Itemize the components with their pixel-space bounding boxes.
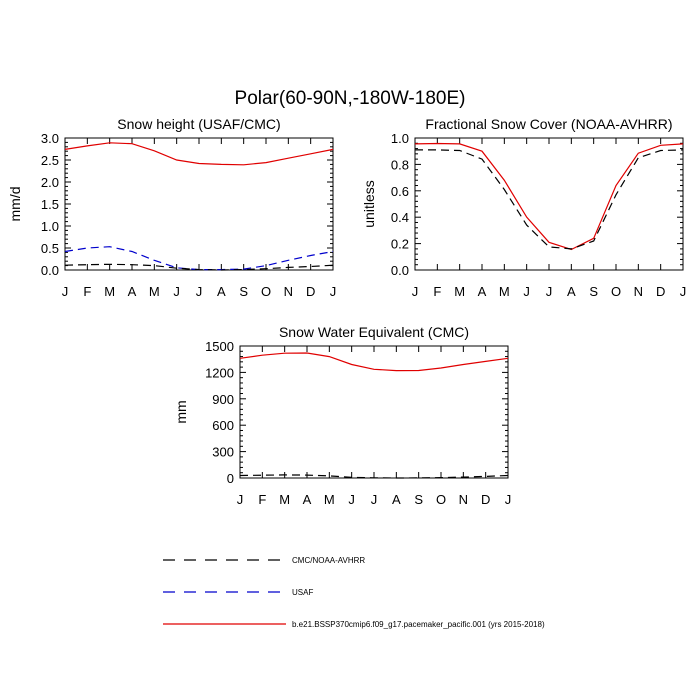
panel1-series-cmc-line: [64, 263, 334, 271]
panel1-ytick-label: 2.5: [41, 153, 59, 168]
panel2-xtick-label: J: [546, 284, 553, 299]
panel2-xtick-label: N: [634, 284, 643, 299]
panel1-ytick-label: 1.5: [41, 197, 59, 212]
panel3-ylabel: mm: [173, 400, 189, 423]
panel1-xtick-label: J: [196, 284, 203, 299]
panel2-ytick-label: 0.6: [391, 184, 409, 199]
panel2-xtick-label: A: [567, 284, 576, 299]
panel3-ytick-label: 600: [212, 418, 234, 433]
panel3-xtick-label: J: [371, 492, 378, 507]
panel1-xtick-label: J: [330, 284, 337, 299]
panel3-xtick-label: D: [481, 492, 490, 507]
panel1-xtick-label: O: [261, 284, 271, 299]
panel3-ytick-label: 0: [227, 471, 234, 486]
panel1-ytick-label: 1.0: [41, 219, 59, 234]
panel3-xtick-label: O: [436, 492, 446, 507]
panel2-xtick-label: F: [433, 284, 441, 299]
panel3-xtick-label: A: [392, 492, 401, 507]
panel2-xtick-label: J: [412, 284, 419, 299]
legend-label-cmc: CMC/NOAA-AVHRR: [292, 556, 365, 565]
panel2-ytick-label: 0.8: [391, 157, 409, 172]
panel3-series-cmc-line: [239, 474, 509, 479]
panel1-series-model-line: [64, 142, 334, 166]
panel3-ytick-label: 900: [212, 392, 234, 407]
panel3-xtick-label: J: [237, 492, 244, 507]
panel3-series-model-line: [239, 352, 509, 372]
panel1-xtick-label: J: [173, 284, 180, 299]
panel2-xtick-label: J: [680, 284, 687, 299]
panel2-xtick-label: O: [611, 284, 621, 299]
panel2-ytick-label: 0.4: [391, 210, 409, 225]
panel2-ylabel: unitless: [361, 180, 377, 227]
panel1-ytick-label: 0.0: [41, 263, 59, 278]
panel2-title: Fractional Snow Cover (NOAA-AVHRR): [425, 116, 672, 132]
panel3-xtick-label: M: [279, 492, 290, 507]
panel1-xtick-label: F: [83, 284, 91, 299]
panel1-ytick-label: 2.0: [41, 175, 59, 190]
panel2-xtick-label: D: [656, 284, 665, 299]
panel3-ytick-label: 1500: [205, 339, 234, 354]
panel1-xtick-label: A: [217, 284, 226, 299]
panel2-xtick-label: A: [478, 284, 487, 299]
panel3-xtick-label: J: [505, 492, 512, 507]
panel2-xtick-label: M: [454, 284, 465, 299]
panel2-ytick-label: 1.0: [391, 131, 409, 146]
panel1-xtick-label: M: [104, 284, 115, 299]
panel2-series-cmc-line: [415, 149, 684, 250]
panel3-frame: [239, 345, 509, 479]
panel1-xtick-label: N: [284, 284, 293, 299]
panel3-ytick-label: 300: [212, 445, 234, 460]
panel3-xtick-label: F: [258, 492, 266, 507]
panel1-xtick-label: A: [128, 284, 137, 299]
panel2-series-model-line: [414, 142, 684, 251]
panel3-xtick-label: J: [348, 492, 355, 507]
panel3-xtick-label: N: [459, 492, 468, 507]
panel1-xtick-label: D: [306, 284, 315, 299]
panel2-frame: [414, 137, 684, 271]
panel2-xtick-label: M: [499, 284, 510, 299]
panel2-xtick-label: J: [523, 284, 530, 299]
panel3-xtick-label: A: [303, 492, 312, 507]
legend-label-usaf: USAF: [292, 588, 313, 597]
panel3-xtick-label: S: [414, 492, 423, 507]
panel1-xtick-label: M: [149, 284, 160, 299]
panel1-title: Snow height (USAF/CMC): [117, 116, 280, 132]
panel1-ytick-label: 0.5: [41, 241, 59, 256]
panel3-title: Snow Water Equivalent (CMC): [279, 324, 469, 340]
panel2-ytick-label: 0.0: [391, 263, 409, 278]
panel2-ytick-label: 0.2: [391, 237, 409, 252]
figure-title: Polar(60-90N,-180W-180E): [235, 88, 466, 109]
panel1-xtick-label: J: [62, 284, 69, 299]
panel3-xtick-label: M: [324, 492, 335, 507]
panel1-ylabel: mm/d: [7, 187, 23, 222]
panel2-xtick-label: S: [589, 284, 598, 299]
panel1-xtick-label: S: [239, 284, 248, 299]
panel3-ytick-label: 1200: [205, 365, 234, 380]
panel1-ytick-label: 3.0: [41, 131, 59, 146]
legend-label-model: b.e21.BSSP370cmip6.f09_g17.pacemaker_pac…: [292, 620, 545, 629]
